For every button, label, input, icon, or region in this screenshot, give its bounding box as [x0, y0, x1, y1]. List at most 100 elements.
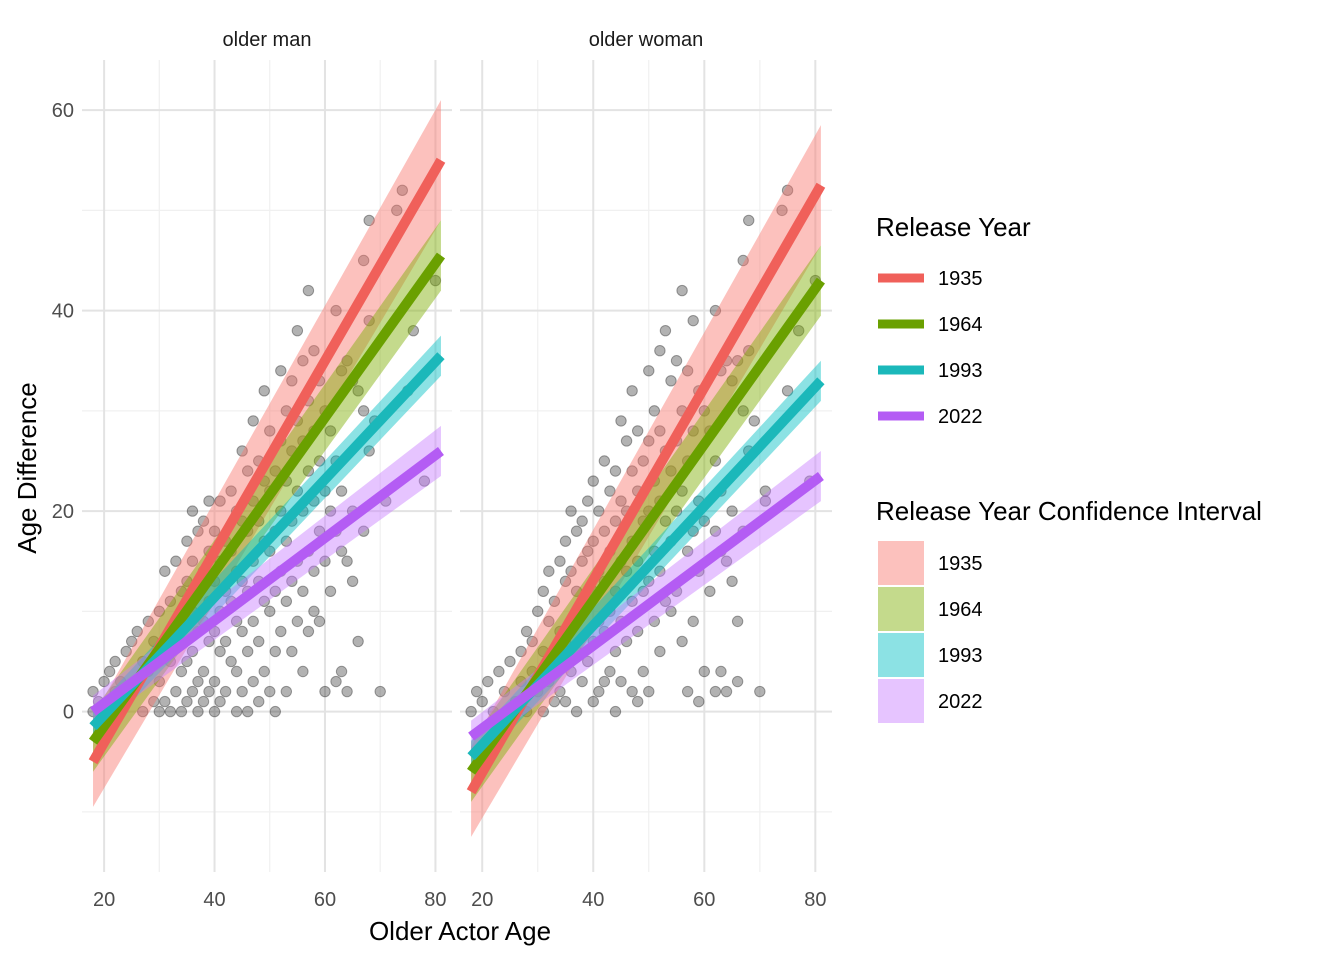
data-point: [126, 635, 138, 648]
data-point: [731, 615, 744, 628]
data-point: [275, 365, 287, 377]
data-point: [587, 535, 599, 547]
data-point: [203, 635, 215, 648]
data-point: [159, 565, 171, 577]
data-point: [247, 675, 259, 688]
data-point: [264, 605, 276, 618]
y-tick-label: 0: [63, 702, 74, 724]
data-point: [737, 405, 749, 417]
legend-key-line: [878, 273, 924, 283]
data-point: [637, 455, 649, 467]
data-point: [120, 645, 132, 658]
data-point: [280, 685, 293, 698]
data-point: [357, 525, 370, 537]
data-point: [598, 675, 611, 688]
x-tick-label: 80: [424, 889, 446, 911]
data-point: [704, 585, 716, 598]
data-point: [537, 585, 549, 598]
data-point: [264, 425, 276, 437]
data-point: [225, 485, 237, 497]
data-point: [565, 505, 577, 517]
data-point: [269, 465, 281, 477]
legend-key-line: [878, 319, 924, 329]
data-point: [103, 665, 116, 678]
y-tick-label: 60: [52, 100, 74, 122]
legend-layer: Release Year 1935 1964 1993 2022 Release Year…: [876, 212, 1262, 723]
data-point: [236, 575, 248, 587]
data-point: [352, 385, 364, 397]
legend-label: 1935: [938, 268, 983, 290]
data-point: [98, 675, 110, 688]
data-point: [131, 625, 143, 638]
data-point: [418, 475, 431, 487]
data-point: [192, 675, 204, 688]
data-point: [631, 555, 644, 567]
axes-layer: Older Actor Age Age Difference 0 20 40 60: [12, 100, 551, 946]
data-point: [335, 545, 348, 557]
data-point: [335, 665, 348, 678]
data-point: [214, 495, 226, 507]
data-point: [698, 515, 710, 527]
data-point: [153, 605, 166, 618]
data-point: [341, 685, 353, 698]
data-point: [286, 375, 298, 387]
data-point: [335, 485, 348, 497]
data-point: [554, 685, 566, 698]
data-point: [687, 525, 699, 537]
data-point: [587, 695, 599, 708]
data-point: [620, 635, 633, 648]
data-point: [269, 585, 281, 598]
data-point: [230, 705, 243, 718]
data-point: [286, 575, 298, 587]
legend-label: 1964: [938, 314, 983, 336]
data-point: [297, 665, 309, 678]
facet-panel: older man 20 40 60 80: [82, 29, 452, 911]
data-point: [593, 505, 605, 517]
data-point: [181, 655, 193, 668]
data-point: [626, 595, 638, 608]
x-tick-label: 40: [203, 889, 225, 911]
data-point: [582, 495, 594, 507]
data-point: [565, 565, 577, 577]
data-point: [302, 625, 315, 638]
data-point: [142, 615, 154, 628]
data-point: [615, 675, 627, 688]
y-tick-label: 20: [52, 501, 74, 523]
data-point: [570, 705, 583, 718]
data-point: [709, 685, 722, 698]
legend-label: 2022: [938, 406, 983, 428]
data-point: [648, 615, 661, 628]
x-tick-label: 20: [471, 889, 493, 911]
data-point: [659, 324, 672, 337]
data-point: [319, 685, 331, 698]
data-point: [258, 385, 270, 397]
data-point: [170, 555, 182, 567]
data-point: [258, 595, 270, 608]
data-point: [626, 385, 638, 397]
data-point: [247, 615, 259, 628]
data-point: [275, 625, 287, 638]
data-point: [247, 415, 259, 427]
data-point: [236, 445, 248, 457]
data-point: [526, 635, 538, 648]
data-point: [363, 314, 375, 327]
data-point: [164, 595, 177, 608]
data-point: [253, 635, 265, 648]
data-point: [604, 665, 616, 678]
data-point: [687, 425, 699, 437]
data-point: [181, 535, 193, 547]
data-point: [515, 675, 527, 688]
data-point: [192, 525, 204, 537]
data-point: [225, 655, 237, 668]
data-point: [319, 555, 331, 567]
data-point: [197, 695, 210, 708]
data-point: [214, 695, 226, 708]
data-point: [582, 655, 594, 668]
data-point: [643, 575, 655, 587]
x-tick-label: 60: [314, 889, 336, 911]
data-point: [291, 485, 304, 497]
data-point: [748, 415, 760, 427]
data-point: [559, 695, 572, 708]
data-point: [291, 324, 304, 337]
data-point: [241, 645, 254, 658]
